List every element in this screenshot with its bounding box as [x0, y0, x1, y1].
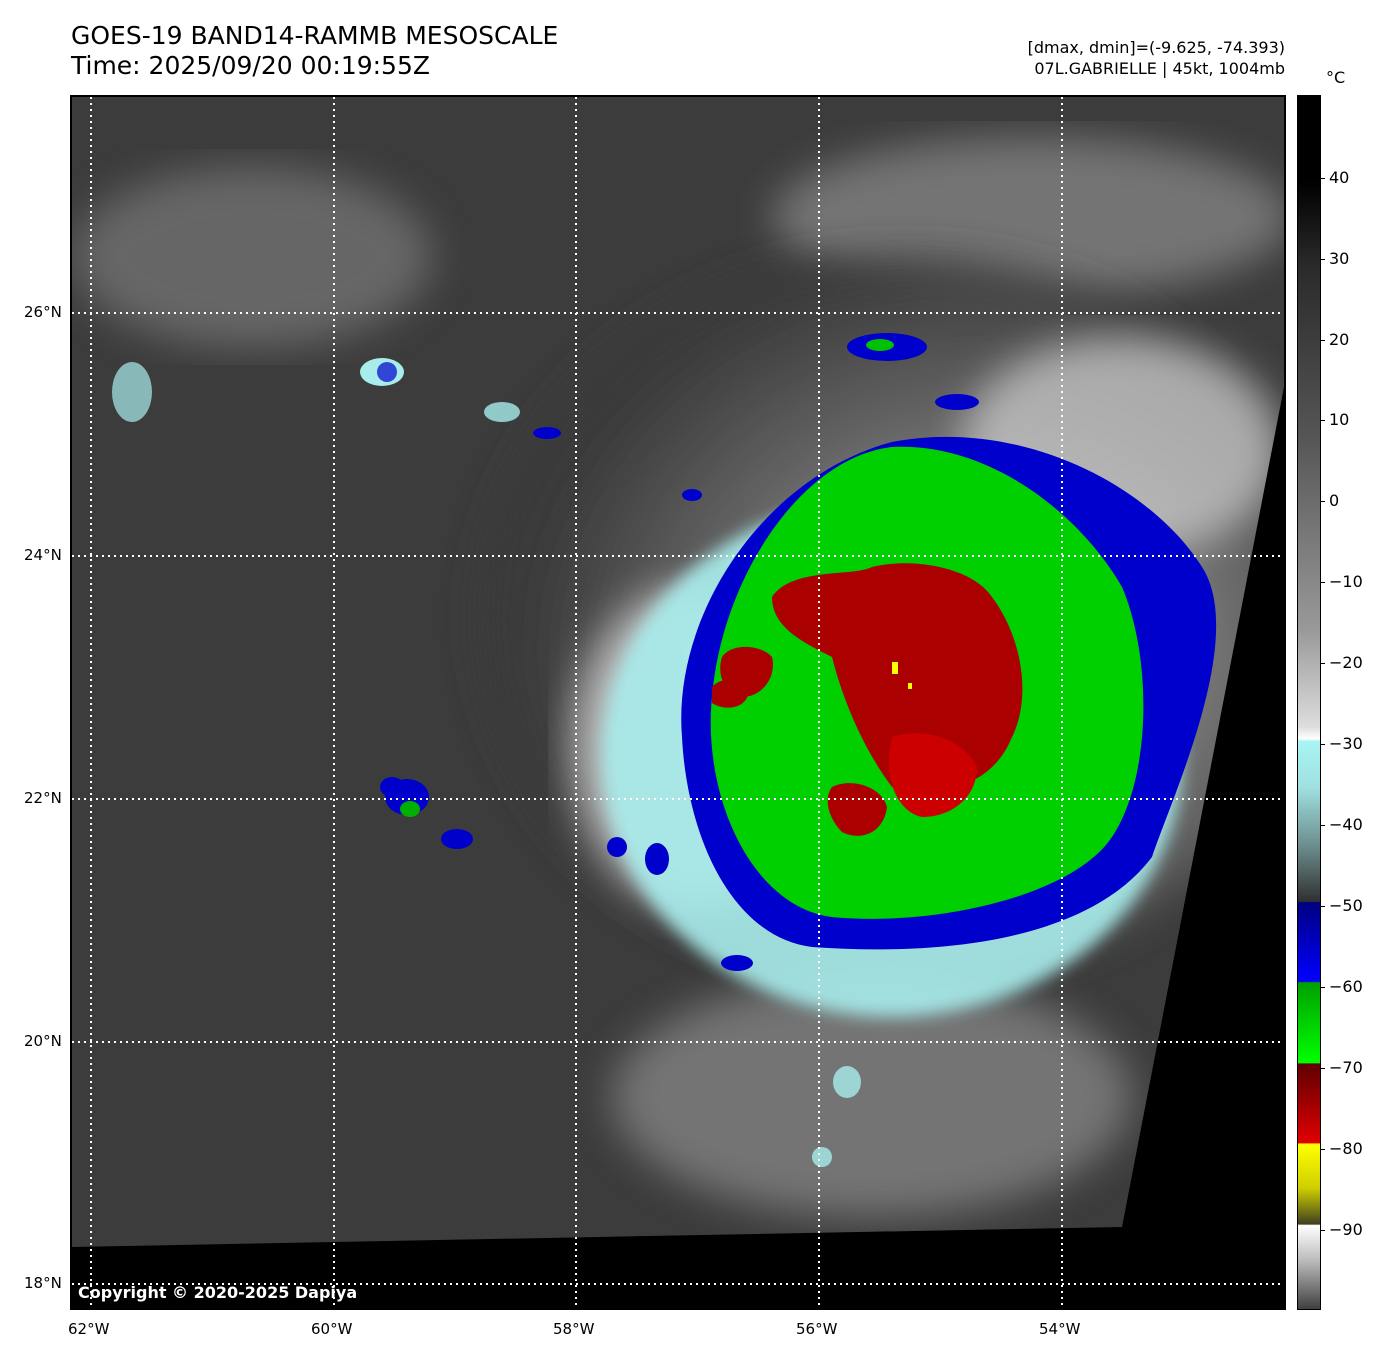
lon-label-62w: 62°W: [68, 1320, 110, 1338]
colorbar-label: −30: [1329, 734, 1363, 753]
lon-label-54w: 54°W: [1039, 1320, 1081, 1338]
map-timestamp: Time: 2025/09/20 00:19:55Z: [71, 51, 430, 80]
colorbar-tick: [1320, 501, 1325, 502]
temperature-colorbar: [1297, 95, 1321, 1310]
colorbar-tick: [1320, 744, 1325, 745]
colorbar-label: 40: [1329, 168, 1350, 187]
colorbar-tick: [1320, 340, 1325, 341]
lon-label-58w: 58°W: [553, 1320, 595, 1338]
colorbar-label: −40: [1329, 815, 1363, 834]
lat-label-26n: 26°N: [24, 303, 62, 321]
colorbar-label: 0: [1329, 491, 1340, 510]
colorbar-label: 10: [1329, 410, 1350, 429]
colorbar-tick: [1320, 987, 1325, 988]
lon-label-60w: 60°W: [311, 1320, 353, 1338]
colorbar-tick: [1320, 420, 1325, 421]
lat-label-24n: 24°N: [24, 546, 62, 564]
satellite-image: Copyright © 2020-2025 Dapiya: [70, 95, 1286, 1310]
copyright-text: Copyright © 2020-2025 Dapiya: [78, 1283, 358, 1302]
colorbar-label: −20: [1329, 653, 1363, 672]
colorbar-tick: [1320, 582, 1325, 583]
colorbar-tick: [1320, 825, 1325, 826]
colorbar-label: 30: [1329, 249, 1350, 268]
satellite-imagery: [72, 97, 1284, 1308]
colorbar-tick: [1320, 259, 1325, 260]
lat-label-20n: 20°N: [24, 1032, 62, 1050]
colorbar-label: −80: [1329, 1139, 1363, 1158]
dmax-dmin-info: [dmax, dmin]=(-9.625, -74.393): [1027, 38, 1285, 57]
colorbar-tick: [1320, 178, 1325, 179]
colorbar-tick: [1320, 906, 1325, 907]
lat-label-18n: 18°N: [24, 1274, 62, 1292]
colorbar-label: −10: [1329, 572, 1363, 591]
colorbar-tick: [1320, 1149, 1325, 1150]
map-title: GOES-19 BAND14-RAMMB MESOSCALE: [71, 21, 559, 50]
colorbar-label: −60: [1329, 977, 1363, 996]
colorbar-tick: [1320, 1068, 1325, 1069]
colorbar-unit: °C: [1326, 68, 1346, 87]
lon-label-56w: 56°W: [796, 1320, 838, 1338]
colorbar-tick: [1320, 1230, 1325, 1231]
colorbar-tick: [1320, 663, 1325, 664]
storm-info: 07L.GABRIELLE | 45kt, 1004mb: [1034, 59, 1285, 78]
colorbar-label: −90: [1329, 1220, 1363, 1239]
lat-label-22n: 22°N: [24, 789, 62, 807]
colorbar-label: −70: [1329, 1058, 1363, 1077]
colorbar-label: 20: [1329, 330, 1350, 349]
colorbar-label: −50: [1329, 896, 1363, 915]
